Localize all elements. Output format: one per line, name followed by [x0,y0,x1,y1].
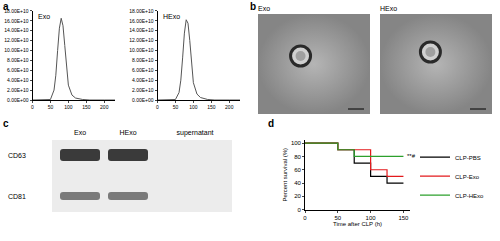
svg-text:CLP-PBS: CLP-PBS [455,155,481,161]
svg-text:50: 50 [48,104,54,110]
svg-text:Time after CLP (h): Time after CLP (h) [333,221,382,227]
svg-text:2.00E+10: 2.00E+10 [7,87,29,93]
svg-text:CLP-Exo: CLP-Exo [455,174,480,180]
svg-text:16.00E+10: 16.00E+10 [4,18,29,24]
svg-text:150: 150 [82,104,91,110]
svg-text:a: a [3,1,9,12]
svg-text:50: 50 [334,215,341,221]
svg-text:0: 0 [303,215,307,221]
svg-text:0: 0 [31,104,34,110]
svg-text:150: 150 [398,215,409,221]
svg-text:100: 100 [291,140,302,146]
svg-text:150: 150 [207,104,216,110]
svg-text:100: 100 [64,104,73,110]
svg-text:6.00E+10: 6.00E+10 [7,67,29,73]
svg-text:12.00E+10: 12.00E+10 [129,37,154,43]
svg-text:10.00E+10: 10.00E+10 [4,47,29,53]
svg-text:HExo: HExo [163,13,180,20]
svg-text:18.00E+10: 18.00E+10 [129,8,154,14]
svg-text:Exo: Exo [74,129,86,136]
svg-text:Percent survival (%): Percent survival (%) [282,148,288,202]
svg-text:0: 0 [156,104,159,110]
svg-text:12.00E+10: 12.00E+10 [4,37,29,43]
svg-text:100: 100 [366,215,377,221]
svg-text:0.00E+00: 0.00E+00 [7,97,29,103]
svg-text:8.00E+10: 8.00E+10 [7,57,29,63]
svg-text:CD63: CD63 [8,152,26,159]
svg-text:**#: **# [407,153,416,159]
svg-text:HExo: HExo [380,5,397,12]
svg-text:10.00E+10: 10.00E+10 [129,47,154,53]
svg-text:6.00E+10: 6.00E+10 [132,67,154,73]
svg-text:CLP-HExo: CLP-HExo [455,193,484,199]
svg-text:HExo: HExo [119,129,136,136]
svg-text:14.00E+10: 14.00E+10 [129,27,154,33]
svg-text:Exo: Exo [258,5,270,12]
svg-text:60: 60 [294,167,301,173]
svg-text:8.00E+10: 8.00E+10 [132,57,154,63]
svg-text:c: c [3,118,9,129]
svg-text:200: 200 [225,104,234,110]
svg-text:2.00E+10: 2.00E+10 [132,87,154,93]
svg-text:4.00E+10: 4.00E+10 [7,77,29,83]
svg-text:200: 200 [100,104,109,110]
svg-text:supernatant: supernatant [177,129,214,137]
svg-text:50: 50 [173,104,179,110]
svg-text:4.00E+10: 4.00E+10 [132,77,154,83]
svg-text:18.00E+10: 18.00E+10 [4,8,29,14]
svg-text:b: b [250,1,256,12]
svg-text:CD81: CD81 [8,193,26,200]
svg-text:16.00E+10: 16.00E+10 [129,18,154,24]
svg-text:14.00E+10: 14.00E+10 [4,27,29,33]
svg-text:40: 40 [294,180,301,186]
svg-text:80: 80 [294,154,301,160]
svg-text:d: d [268,118,274,129]
svg-text:0: 0 [298,207,302,213]
svg-text:100: 100 [189,104,198,110]
svg-text:Exo: Exo [38,13,50,20]
svg-text:20: 20 [294,193,301,199]
svg-text:0.00E+00: 0.00E+00 [132,97,154,103]
